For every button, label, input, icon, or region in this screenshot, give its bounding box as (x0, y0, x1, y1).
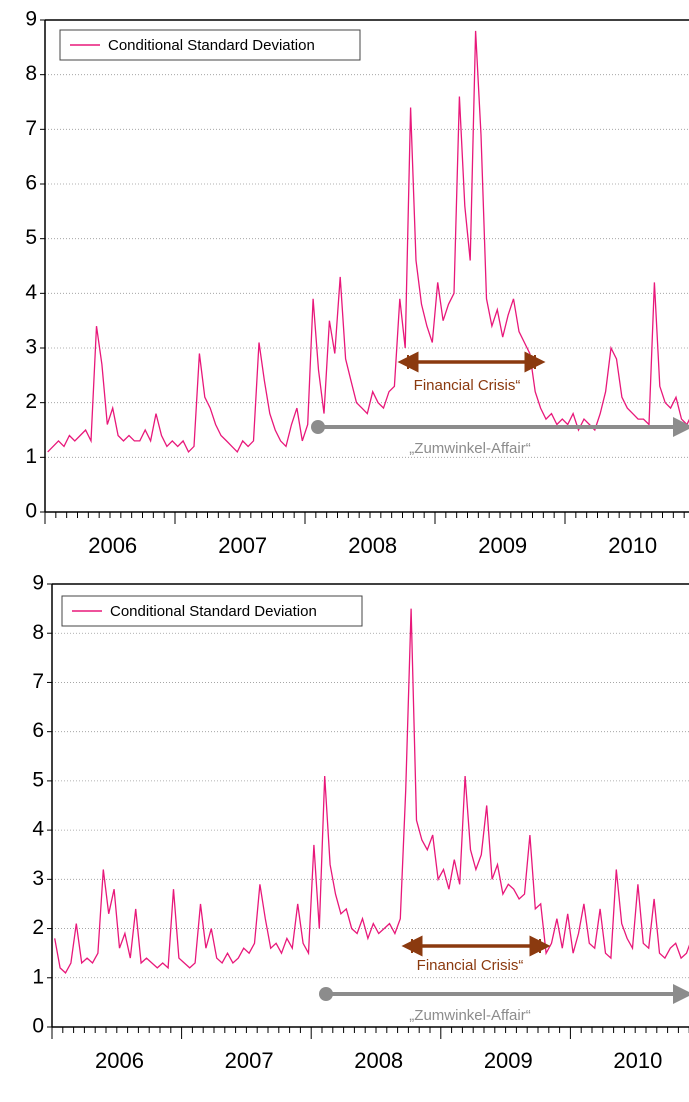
y-tick-label: 6 (25, 172, 37, 195)
legend-box (59, 29, 361, 61)
x-tick-label: 2007 (218, 533, 267, 558)
y-tick-label: 4 (25, 281, 37, 304)
y-tick-label: 7 (25, 117, 37, 140)
y-tick-label: 6 (32, 719, 44, 742)
y-tick-label: 5 (25, 226, 37, 249)
y-tick-label: 3 (32, 867, 44, 890)
y-tick-label: 2 (32, 916, 44, 939)
data-line (47, 30, 689, 454)
y-tick-label: 4 (32, 818, 44, 841)
annotation: Financial Crisis“ (417, 957, 524, 974)
y-tick-label: 1 (25, 445, 37, 468)
legend-box (61, 595, 363, 627)
y-tick-label: 1 (32, 965, 44, 988)
y-tick-label: 8 (25, 62, 37, 85)
y-tick-label: 0 (25, 500, 37, 523)
x-tick-label: 2009 (484, 1048, 533, 1073)
legend-label: Conditional Standard Deviation (108, 37, 315, 54)
x-tick-label: 2008 (348, 533, 397, 558)
annotation: Financial Crisis“ (414, 377, 521, 394)
annotation: „Zumwinkel-Affair“ (409, 440, 530, 457)
affair-start (311, 420, 325, 434)
x-tick-label: 2006 (88, 533, 137, 558)
y-tick-label: 3 (25, 336, 37, 359)
x-tick-label: 2010 (608, 533, 657, 558)
y-tick-label: 0 (32, 1015, 44, 1038)
x-tick-label: 2006 (95, 1048, 144, 1073)
x-tick-label: 2008 (354, 1048, 403, 1073)
annotation: „Zumwinkel-Affair“ (409, 1007, 530, 1024)
data-line (54, 608, 689, 974)
y-tick-label: 2 (25, 390, 37, 413)
y-tick-label: 5 (32, 768, 44, 791)
y-tick-label: 9 (32, 572, 44, 595)
affair-start (319, 987, 333, 1001)
x-tick-label: 2009 (478, 533, 527, 558)
legend-label: Conditional Standard Deviation (110, 603, 317, 620)
y-tick-label: 8 (32, 621, 44, 644)
x-tick-label: 2010 (613, 1048, 662, 1073)
y-tick-label: 7 (32, 670, 44, 693)
y-tick-label: 9 (25, 8, 37, 31)
x-tick-label: 2007 (225, 1048, 274, 1073)
